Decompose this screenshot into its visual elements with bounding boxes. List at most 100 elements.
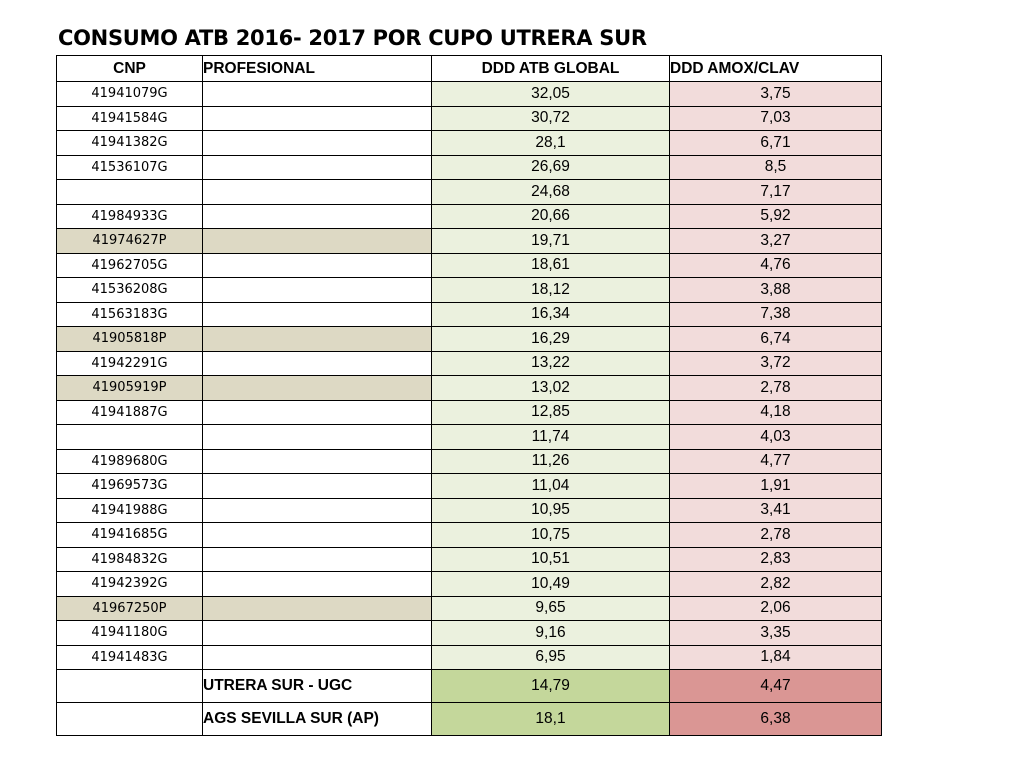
ddd-atb-global-cell: 9,65 bbox=[431, 595, 670, 621]
ddd-atb-global-cell: 10,75 bbox=[431, 522, 670, 548]
cnp-cell: 41905818P bbox=[56, 326, 203, 352]
ddd-atb-global-cell: 24,68 bbox=[431, 179, 670, 205]
table-row: 41969573G 11,04 1,91 bbox=[56, 473, 882, 499]
summary-blank-cell bbox=[56, 702, 203, 736]
ddd-atb-global-cell: 6,95 bbox=[431, 644, 670, 670]
profesional-cell bbox=[202, 522, 432, 548]
summary-label: AGS SEVILLA SUR (AP) bbox=[202, 702, 432, 736]
cnp-cell: 41941887G bbox=[56, 399, 203, 425]
cnp-cell: 41989680G bbox=[56, 448, 203, 474]
ddd-atb-global-cell: 13,02 bbox=[431, 375, 670, 401]
ddd-amox-clav-cell: 4,18 bbox=[669, 399, 882, 425]
profesional-cell bbox=[202, 81, 432, 107]
ddd-amox-clav-cell: 7,17 bbox=[669, 179, 882, 205]
summary-row: AGS SEVILLA SUR (AP) 18,1 6,38 bbox=[56, 702, 882, 736]
profesional-cell bbox=[202, 301, 432, 327]
ddd-amox-clav-cell: 4,76 bbox=[669, 252, 882, 278]
profesional-cell bbox=[202, 595, 432, 621]
table-row: 41536107G 26,69 8,5 bbox=[56, 154, 882, 180]
table-row: 41989680G 11,26 4,77 bbox=[56, 448, 882, 474]
profesional-cell bbox=[202, 277, 432, 303]
ddd-atb-global-cell: 16,29 bbox=[431, 326, 670, 352]
cnp-cell: 41941180G bbox=[56, 620, 203, 646]
table-row: 41974627P 19,71 3,27 bbox=[56, 228, 882, 254]
ddd-atb-global-cell: 11,74 bbox=[431, 424, 670, 450]
table-row: 41563183G 16,34 7,38 bbox=[56, 301, 882, 327]
header-ddd-amox-clav: DDD AMOX/CLAV bbox=[669, 55, 882, 82]
ddd-amox-clav-cell: 8,5 bbox=[669, 154, 882, 180]
ddd-atb-global-cell: 10,51 bbox=[431, 546, 670, 572]
table-row: 41984933G 20,66 5,92 bbox=[56, 203, 882, 229]
cnp-cell: 41941382G bbox=[56, 130, 203, 156]
cnp-cell: 41942392G bbox=[56, 571, 203, 597]
ddd-atb-global-cell: 11,04 bbox=[431, 473, 670, 499]
header-row: CNP PROFESIONAL DDD ATB GLOBAL DDD AMOX/… bbox=[56, 55, 882, 82]
profesional-cell bbox=[202, 644, 432, 670]
ddd-atb-global-cell: 28,1 bbox=[431, 130, 670, 156]
ddd-atb-global-cell: 26,69 bbox=[431, 154, 670, 180]
profesional-cell bbox=[202, 546, 432, 572]
table-row: 41941483G 6,95 1,84 bbox=[56, 644, 882, 670]
cnp-cell: 41984832G bbox=[56, 546, 203, 572]
summary-row: UTRERA SUR - UGC 14,79 4,47 bbox=[56, 669, 882, 703]
ddd-atb-global-cell: 9,16 bbox=[431, 620, 670, 646]
ddd-atb-global-cell: 20,66 bbox=[431, 203, 670, 229]
profesional-cell bbox=[202, 620, 432, 646]
cnp-cell: 41942291G bbox=[56, 350, 203, 376]
cnp-cell: 41563183G bbox=[56, 301, 203, 327]
ddd-amox-clav-cell: 2,82 bbox=[669, 571, 882, 597]
ddd-atb-global-cell: 12,85 bbox=[431, 399, 670, 425]
cnp-cell: 41941483G bbox=[56, 644, 203, 670]
ddd-amox-clav-cell: 4,03 bbox=[669, 424, 882, 450]
profesional-cell bbox=[202, 424, 432, 450]
ddd-amox-clav-cell: 3,35 bbox=[669, 620, 882, 646]
table-row: 41536208G 18,12 3,88 bbox=[56, 277, 882, 303]
profesional-cell bbox=[202, 252, 432, 278]
cnp-cell: 41941685G bbox=[56, 522, 203, 548]
table-row: 41967250P 9,65 2,06 bbox=[56, 595, 882, 621]
cnp-cell: 41536208G bbox=[56, 277, 203, 303]
table-row: 41984832G 10,51 2,83 bbox=[56, 546, 882, 572]
table-row: 41941382G 28,1 6,71 bbox=[56, 130, 882, 156]
ddd-atb-global-cell: 30,72 bbox=[431, 105, 670, 131]
ddd-atb-global-cell: 10,95 bbox=[431, 497, 670, 523]
cnp-cell: 41941584G bbox=[56, 105, 203, 131]
cnp-cell: 41967250P bbox=[56, 595, 203, 621]
table-row: 41962705G 18,61 4,76 bbox=[56, 252, 882, 278]
ddd-amox-clav-cell: 1,91 bbox=[669, 473, 882, 499]
ddd-amox-clav-cell: 2,06 bbox=[669, 595, 882, 621]
cnp-cell bbox=[56, 424, 203, 450]
ddd-atb-global-cell: 11,26 bbox=[431, 448, 670, 474]
profesional-cell bbox=[202, 130, 432, 156]
ddd-amox-clav-cell: 6,74 bbox=[669, 326, 882, 352]
cnp-cell: 41969573G bbox=[56, 473, 203, 499]
ddd-amox-clav-cell: 3,41 bbox=[669, 497, 882, 523]
table-row: 41941079G 32,05 3,75 bbox=[56, 81, 882, 107]
table-row: 11,74 4,03 bbox=[56, 424, 882, 450]
ddd-amox-clav-cell: 3,72 bbox=[669, 350, 882, 376]
profesional-cell bbox=[202, 497, 432, 523]
profesional-cell bbox=[202, 571, 432, 597]
data-rows: 41941079G 32,05 3,75 41941584G 30,72 7,03 4194… bbox=[56, 81, 882, 670]
summary-ddd-atb-global: 14,79 bbox=[431, 669, 670, 703]
consumption-table: CNP PROFESIONAL DDD ATB GLOBAL DDD AMOX/… bbox=[56, 55, 882, 736]
table-row: 41905919P 13,02 2,78 bbox=[56, 375, 882, 401]
ddd-amox-clav-cell: 2,78 bbox=[669, 522, 882, 548]
summary-blank-cell bbox=[56, 669, 203, 703]
profesional-cell bbox=[202, 154, 432, 180]
profesional-cell bbox=[202, 399, 432, 425]
ddd-amox-clav-cell: 3,75 bbox=[669, 81, 882, 107]
profesional-cell bbox=[202, 473, 432, 499]
profesional-cell bbox=[202, 228, 432, 254]
table-row: 41942392G 10,49 2,82 bbox=[56, 571, 882, 597]
ddd-amox-clav-cell: 7,38 bbox=[669, 301, 882, 327]
header-ddd-atb-global: DDD ATB GLOBAL bbox=[431, 55, 670, 82]
summary-label: UTRERA SUR - UGC bbox=[202, 669, 432, 703]
ddd-atb-global-cell: 16,34 bbox=[431, 301, 670, 327]
ddd-amox-clav-cell: 2,83 bbox=[669, 546, 882, 572]
profesional-cell bbox=[202, 105, 432, 131]
ddd-atb-global-cell: 32,05 bbox=[431, 81, 670, 107]
profesional-cell bbox=[202, 350, 432, 376]
table-row: 41941887G 12,85 4,18 bbox=[56, 399, 882, 425]
summary-ddd-amox-clav: 4,47 bbox=[669, 669, 882, 703]
